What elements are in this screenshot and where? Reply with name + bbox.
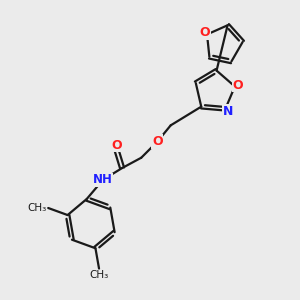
Text: O: O xyxy=(152,135,163,148)
Text: NH: NH xyxy=(93,173,113,186)
Text: O: O xyxy=(111,139,122,152)
Text: N: N xyxy=(223,105,233,118)
Text: O: O xyxy=(200,26,210,40)
Text: O: O xyxy=(232,79,243,92)
Text: CH₃: CH₃ xyxy=(28,203,47,213)
Text: CH₃: CH₃ xyxy=(89,270,109,280)
